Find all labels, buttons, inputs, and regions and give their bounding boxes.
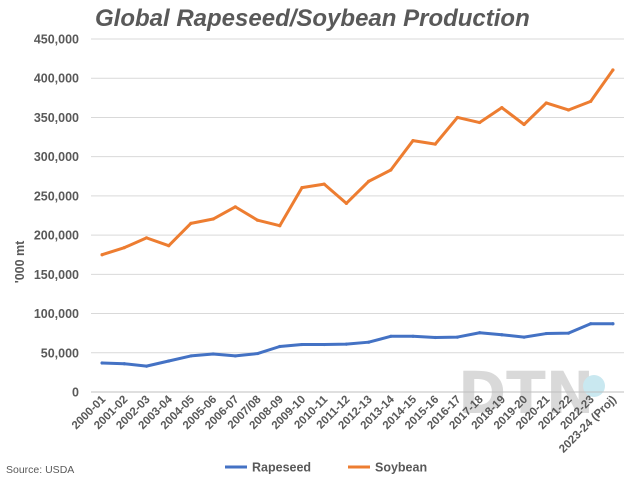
legend: Rapeseed Soybean (225, 461, 427, 475)
series-lines (100, 68, 615, 368)
data-point-rapeseed (144, 364, 149, 368)
data-point-soybean (433, 142, 437, 146)
data-point-rapeseed (611, 322, 615, 326)
y-tick-label: 350,000 (34, 111, 79, 125)
y-tick-label: 450,000 (34, 33, 79, 47)
data-point-rapeseed (500, 333, 504, 337)
data-point-soybean (566, 108, 571, 112)
data-point-rapeseed (167, 359, 171, 363)
source-note: Source: USDA (6, 464, 74, 476)
data-point-soybean (389, 168, 393, 172)
data-point-rapeseed (589, 322, 593, 326)
y-tick-label: 150,000 (34, 268, 79, 282)
data-point-soybean (544, 101, 548, 105)
data-point-rapeseed (522, 335, 526, 339)
data-point-soybean (255, 218, 260, 222)
data-point-soybean (611, 68, 615, 72)
data-point-rapeseed (100, 361, 104, 365)
y-axis-label: '000 mt (13, 240, 27, 283)
data-point-soybean (278, 224, 282, 228)
data-point-rapeseed (278, 344, 282, 349)
data-point-soybean (455, 115, 460, 120)
data-point-soybean (522, 122, 526, 127)
data-point-soybean (100, 253, 104, 257)
data-point-soybean (300, 186, 304, 190)
data-point-rapeseed (255, 351, 260, 356)
data-point-soybean (189, 221, 193, 225)
y-tick-label: 300,000 (34, 150, 79, 164)
data-point-rapeseed (566, 331, 571, 335)
series-line-soybean (100, 68, 615, 257)
data-point-soybean (233, 205, 237, 209)
data-point-rapeseed (433, 335, 437, 340)
y-tick-label: 200,000 (34, 229, 79, 243)
data-point-soybean (144, 236, 149, 240)
dtn-logo-text: DTN (458, 359, 594, 427)
data-point-soybean (589, 99, 593, 103)
data-point-rapeseed (367, 340, 371, 344)
data-point-soybean (500, 106, 504, 110)
legend-label-rapeseed: Rapeseed (252, 461, 311, 475)
series-line-rapeseed (100, 322, 615, 368)
gridlines (91, 38, 624, 393)
y-tick-label: 400,000 (34, 72, 79, 86)
data-point-rapeseed (544, 331, 548, 336)
data-point-rapeseed (478, 331, 482, 335)
data-point-rapeseed (322, 342, 326, 347)
y-tick-label: 0 (72, 386, 79, 400)
y-tick-label: 100,000 (34, 307, 79, 321)
data-point-soybean (367, 179, 371, 183)
dtn-logo-dot-icon (583, 375, 605, 397)
data-point-soybean (211, 217, 215, 221)
data-point-rapeseed (211, 352, 215, 356)
legend-label-soybean: Soybean (375, 461, 427, 475)
data-point-rapeseed (122, 362, 126, 366)
data-point-rapeseed (189, 354, 193, 358)
y-tick-label: 50,000 (41, 346, 79, 360)
chart-title: Global Rapeseed/Soybean Production (95, 5, 530, 32)
data-point-rapeseed (233, 354, 237, 358)
data-point-rapeseed (389, 334, 393, 338)
data-point-rapeseed (455, 335, 460, 339)
data-point-soybean (122, 246, 126, 250)
data-point-rapeseed (344, 342, 348, 346)
x-axis: 2000-012001-022002-032003-042004-052005-… (70, 391, 624, 455)
data-point-rapeseed (411, 334, 415, 338)
data-point-soybean (322, 182, 326, 186)
data-point-soybean (411, 138, 415, 143)
data-point-soybean (344, 201, 348, 205)
y-tick-label: 250,000 (34, 189, 79, 203)
data-point-soybean (478, 120, 482, 125)
data-point-rapeseed (300, 342, 304, 347)
y-axis: 0 50,000 100,000 150,000 200,000 250,000 300,0… (34, 33, 79, 400)
data-point-soybean (167, 244, 171, 248)
